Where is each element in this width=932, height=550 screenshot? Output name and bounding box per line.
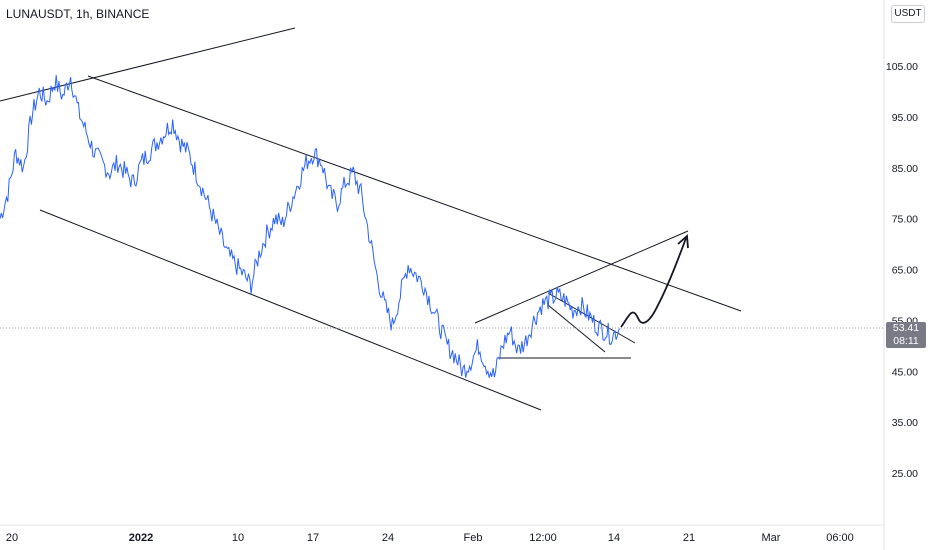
upper-channel-line[interactable]	[87, 75, 742, 312]
price-tick-label: 75.00	[892, 214, 918, 226]
time-tick-label: 10	[232, 532, 244, 544]
price-tick-label: 65.00	[892, 265, 918, 277]
time-tick-label: Mar	[762, 532, 781, 544]
time-tick-label: 24	[382, 532, 394, 544]
price-tick-label: 95.00	[892, 112, 918, 124]
time-tick-label: Feb	[464, 532, 483, 544]
price-line	[0, 75, 621, 378]
price-tick-label: 45.00	[892, 366, 918, 378]
trendline-drawings[interactable]	[0, 27, 742, 411]
time-tick-label: 17	[307, 532, 319, 544]
arrow-head	[677, 234, 689, 249]
top-tangent-line[interactable]	[0, 27, 296, 102]
projection-arrow[interactable]	[620, 237, 687, 328]
price-series-layer	[0, 75, 621, 378]
currency-badge[interactable]: USDT	[891, 5, 925, 23]
time-tick-label: 06:00	[826, 532, 854, 544]
time-tick-label: 20	[6, 532, 18, 544]
symbol-header[interactable]: LUNAUSDT, 1h, BINANCE	[6, 7, 150, 21]
price-tick-label: 105.00	[886, 61, 918, 73]
price-tick-label: 35.00	[892, 417, 918, 429]
time-tick-label: 12:00	[529, 532, 557, 544]
last-price-label: 53.41 08:11	[886, 322, 926, 348]
last-price-value: 53.41	[892, 322, 920, 334]
time-axis[interactable]: 20 2022 10 17 24 Feb 12:00 14 21 Mar 06:00	[0, 524, 884, 544]
wedge-upper[interactable]	[474, 230, 689, 324]
lower-channel-line[interactable]	[39, 209, 542, 411]
time-tick-label: 14	[608, 532, 620, 544]
time-tick-label: 21	[683, 532, 695, 544]
price-axis[interactable]: 105.0095.0085.0075.0065.0055.0045.0035.0…	[883, 0, 918, 550]
bar-countdown: 08:11	[893, 335, 919, 347]
time-tick-label: 2022	[129, 532, 153, 544]
price-tick-label: 85.00	[892, 163, 918, 175]
price-tick-label: 25.00	[892, 468, 918, 480]
